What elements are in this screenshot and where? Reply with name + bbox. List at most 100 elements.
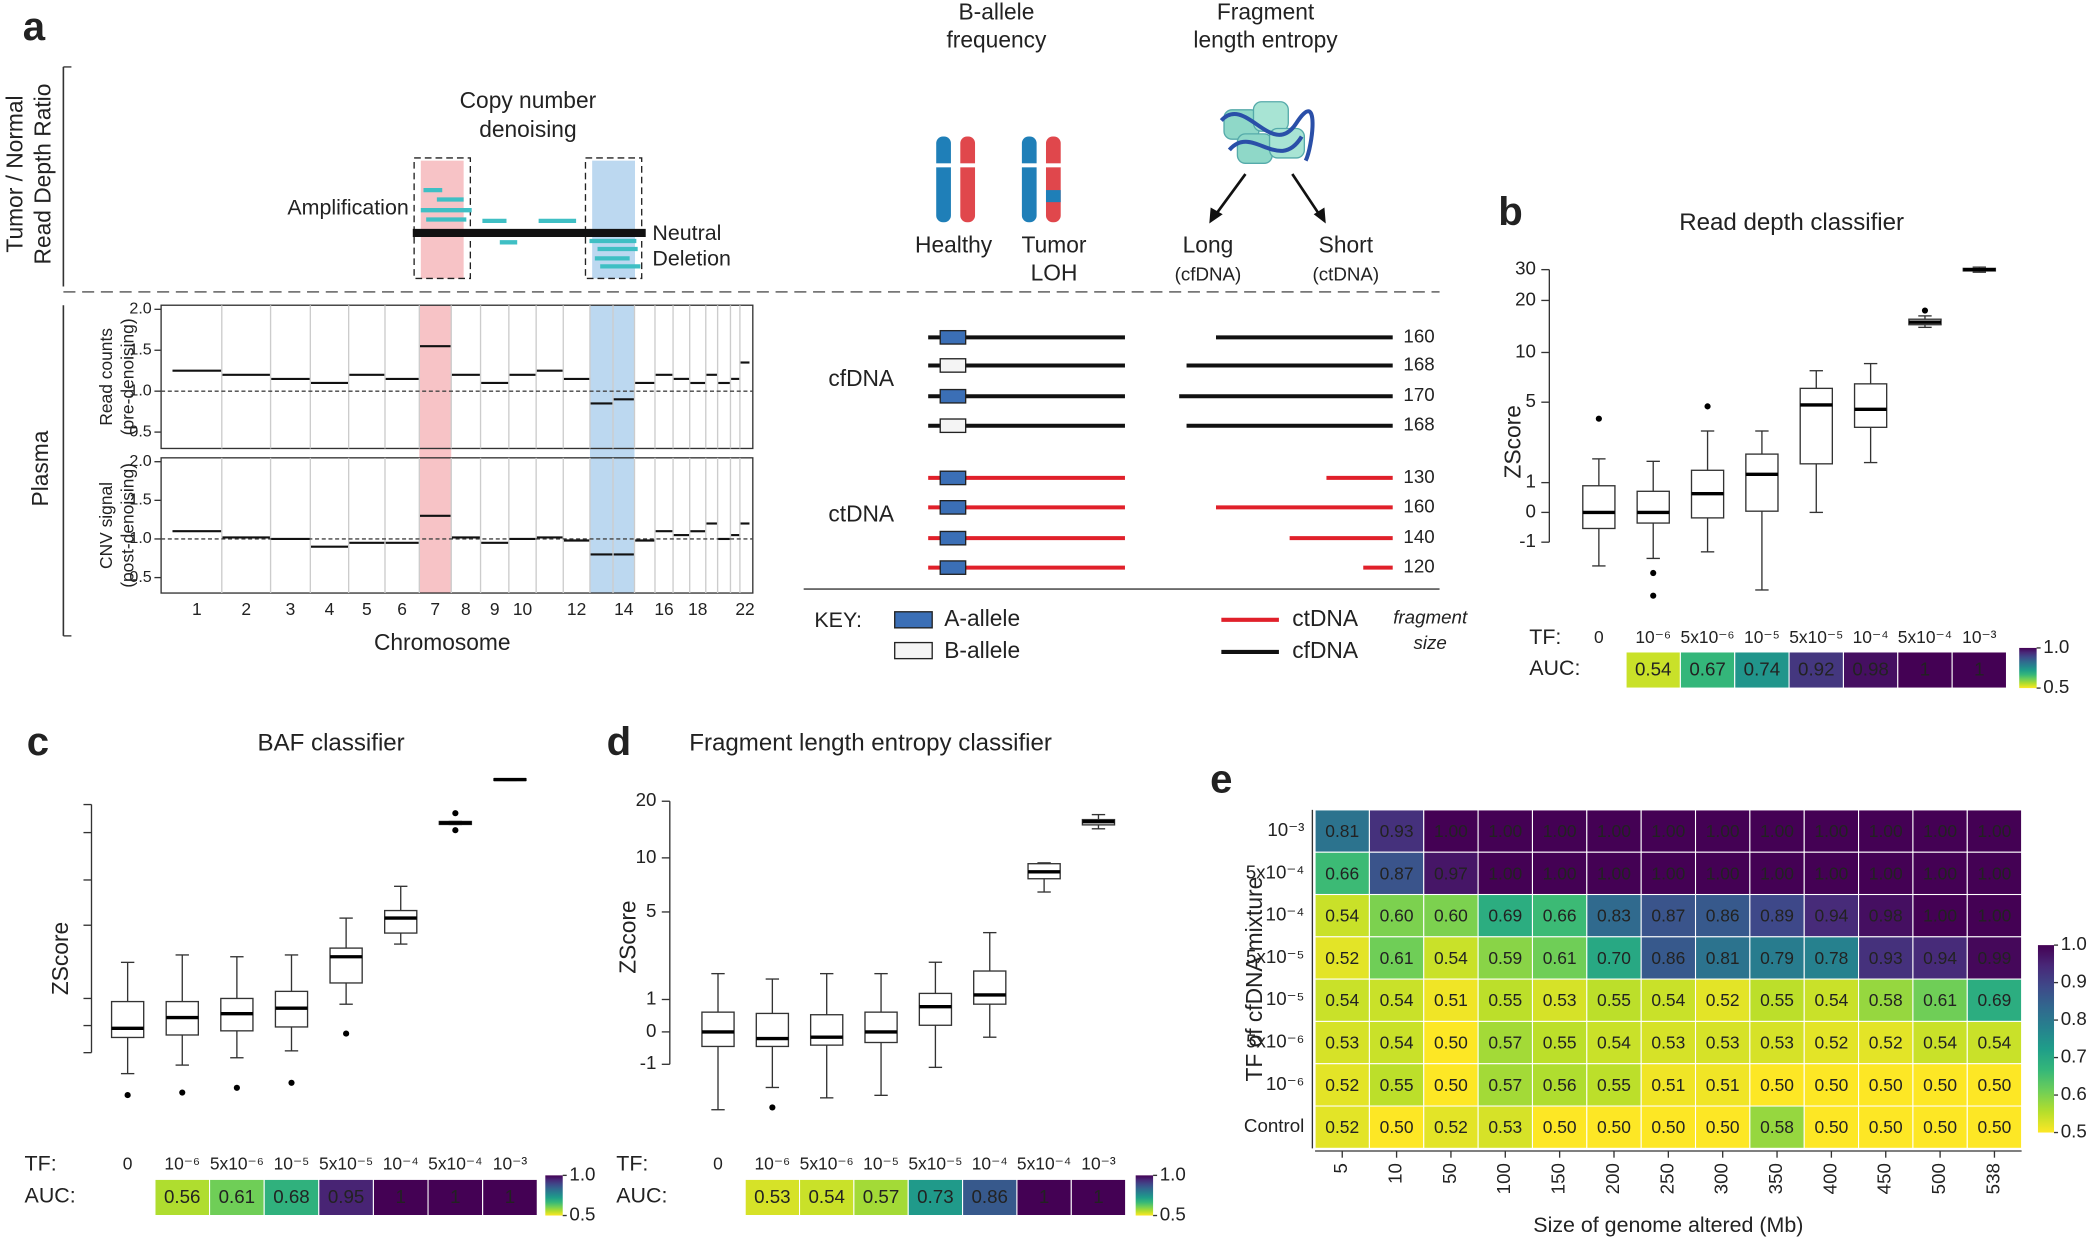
cell-label: 1.00 bbox=[1923, 821, 1957, 841]
box bbox=[384, 909, 418, 934]
auc-cell bbox=[1016, 1178, 1072, 1217]
cell-label: 0.54 bbox=[1597, 1033, 1631, 1053]
y-tick-label: 20 bbox=[636, 789, 657, 810]
outlier bbox=[452, 827, 459, 834]
auc-label: 0.54 bbox=[1635, 659, 1671, 680]
box bbox=[809, 1014, 844, 1046]
heat-cell bbox=[1858, 851, 1914, 896]
heat-cell bbox=[1531, 936, 1588, 980]
axis-label: Tumor / Normal bbox=[2, 95, 28, 252]
allele bbox=[939, 418, 967, 434]
y-tick-label: 1 bbox=[646, 987, 656, 1008]
cell-label: 0.93 bbox=[1380, 821, 1414, 841]
heat-cell bbox=[1586, 893, 1642, 938]
auc-cell bbox=[1625, 651, 1681, 689]
cell-label: 0.58 bbox=[1760, 1117, 1794, 1137]
cell-label: 0.69 bbox=[1978, 990, 2012, 1010]
y-tick-label: -1 bbox=[640, 1052, 657, 1073]
cell-label: 0.78 bbox=[1814, 948, 1848, 968]
cell-label: 0.60 bbox=[1434, 906, 1468, 926]
x-tick-label: 2 bbox=[241, 599, 251, 619]
cell-label: 0.52 bbox=[1434, 1117, 1468, 1137]
x-tick-label: 10⁻⁵ bbox=[1744, 627, 1780, 647]
heat-cell bbox=[1314, 978, 1370, 1022]
x-tick-label: 50 bbox=[1439, 1163, 1460, 1184]
diagram-title: frequency bbox=[946, 27, 1047, 53]
heat-cell bbox=[1640, 851, 1697, 896]
cell-label: 0.87 bbox=[1651, 906, 1685, 926]
heat-cell bbox=[1803, 809, 1860, 853]
cell-label: 0.50 bbox=[1814, 1117, 1848, 1137]
cell-label: 1.00 bbox=[1706, 863, 1740, 883]
x-tick-label: 0 bbox=[713, 1153, 723, 1173]
heat-cell bbox=[1858, 936, 1914, 980]
y-tick-label: 1 bbox=[1526, 471, 1536, 492]
row-label: TF: bbox=[616, 1151, 648, 1175]
cell-label: 1.00 bbox=[1978, 863, 2012, 883]
cell-label: 0.52 bbox=[1325, 948, 1359, 968]
auc-label: 1 bbox=[1039, 1186, 1049, 1207]
cell-label: 0.79 bbox=[1760, 948, 1794, 968]
axis-label: Read Depth Ratio bbox=[30, 84, 56, 265]
x-tick-label: 5x10⁻⁵ bbox=[319, 1153, 373, 1173]
cell-label: 0.55 bbox=[1597, 990, 1631, 1010]
auc-cell bbox=[1679, 651, 1736, 689]
row-label: 5x10⁻⁵ bbox=[1246, 946, 1304, 967]
allele bbox=[939, 470, 967, 486]
y-axis-label: ZScore bbox=[1500, 405, 1526, 478]
key-label: fragment bbox=[1393, 606, 1468, 627]
box bbox=[1799, 387, 1834, 465]
cell-label: 1.00 bbox=[1869, 821, 1903, 841]
fragment-size: 168 bbox=[1403, 414, 1434, 435]
heat-cell bbox=[1640, 1020, 1697, 1065]
y-tick-label: -1 bbox=[1519, 530, 1536, 551]
heat-cell bbox=[1423, 893, 1479, 938]
cell-label: 1.00 bbox=[1869, 863, 1903, 883]
heat-cell bbox=[1531, 1105, 1588, 1149]
panel-letter: c bbox=[27, 719, 49, 764]
row-label: TF: bbox=[25, 1151, 57, 1175]
outlier bbox=[1704, 403, 1711, 410]
auc-label: 0.86 bbox=[972, 1186, 1008, 1207]
cell-label: 0.50 bbox=[1978, 1117, 2012, 1137]
heat-cell bbox=[1477, 1105, 1534, 1149]
x-tick-label: 16 bbox=[654, 599, 673, 619]
y-tick-label: 30 bbox=[1515, 258, 1536, 279]
heat-cell bbox=[1803, 978, 1860, 1022]
heat-cell bbox=[1694, 809, 1751, 853]
x-axis-label: Size of genome altered (Mb) bbox=[1533, 1213, 1803, 1237]
diagram-title: B-allele bbox=[959, 0, 1035, 24]
heat-cell bbox=[1423, 851, 1479, 896]
auc-label: 1 bbox=[1974, 659, 1984, 680]
diagram-title: length entropy bbox=[1193, 27, 1338, 53]
box bbox=[918, 992, 953, 1026]
auc-cell bbox=[1842, 651, 1899, 689]
allele bbox=[939, 530, 967, 546]
annotation: (cfDNA) bbox=[1175, 264, 1242, 285]
cell-label: 0.58 bbox=[1869, 990, 1903, 1010]
cell-label: 0.60 bbox=[1380, 906, 1414, 926]
y-tick-label: 10 bbox=[1515, 340, 1536, 361]
x-tick-label: 5x10⁻⁵ bbox=[1789, 627, 1843, 647]
cell-label: 0.89 bbox=[1760, 906, 1794, 926]
colorbar-label: 1.0 bbox=[2061, 933, 2087, 954]
auc-label: 0.67 bbox=[1689, 659, 1725, 680]
cell-label: 1.00 bbox=[1814, 821, 1848, 841]
panel-letter: b bbox=[1498, 189, 1523, 234]
cell-label: 0.87 bbox=[1380, 863, 1414, 883]
heat-cell bbox=[1531, 893, 1588, 938]
annotation: LOH bbox=[1031, 259, 1078, 285]
x-tick-label: 8 bbox=[461, 599, 471, 619]
colorbar-label: 1.0 bbox=[1160, 1163, 1186, 1184]
heat-cell bbox=[1694, 978, 1751, 1022]
cell-label: 0.70 bbox=[1597, 948, 1631, 968]
cell-label: 1.00 bbox=[1978, 906, 2012, 926]
heat-cell bbox=[1423, 1105, 1479, 1149]
cell-label: 0.51 bbox=[1651, 1075, 1685, 1095]
x-tick-label: 150 bbox=[1548, 1163, 1569, 1194]
x-tick-label: 7 bbox=[430, 599, 440, 619]
x-tick-label: 10⁻³ bbox=[493, 1153, 528, 1173]
heat-cell bbox=[1640, 1105, 1697, 1149]
cell-label: 0.54 bbox=[1814, 990, 1848, 1010]
row-label: AUC: bbox=[616, 1183, 667, 1207]
